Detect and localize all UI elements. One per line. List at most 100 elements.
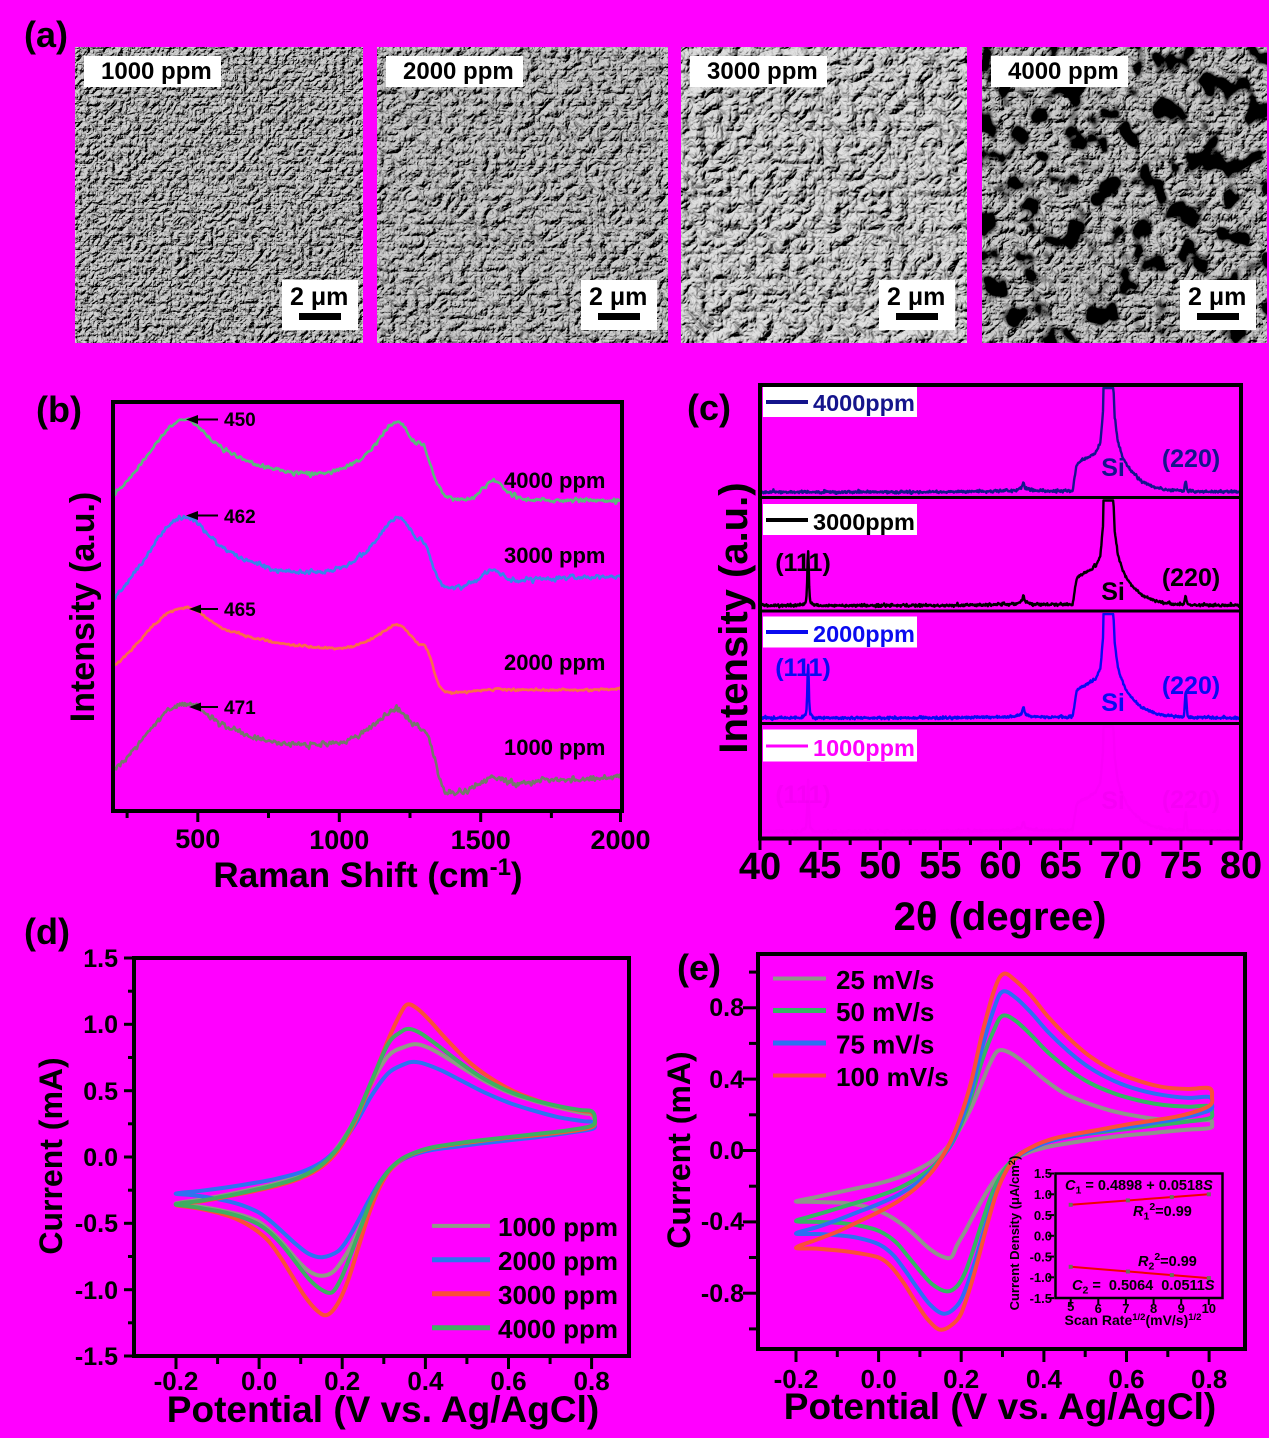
svg-text:1000 ppm: 1000 ppm xyxy=(504,735,606,760)
svg-text:1.0: 1.0 xyxy=(1034,1187,1052,1202)
svg-text:8: 8 xyxy=(1150,1301,1157,1316)
svg-text:0.8: 0.8 xyxy=(574,1366,610,1396)
svg-text:6: 6 xyxy=(1095,1301,1102,1316)
svg-text:40: 40 xyxy=(739,846,781,888)
svg-text:4000 ppm: 4000 ppm xyxy=(504,468,606,493)
svg-text:4000 ppm: 4000 ppm xyxy=(498,1314,618,1344)
svg-text:60: 60 xyxy=(979,845,1021,887)
svg-text:0.4: 0.4 xyxy=(407,1366,444,1396)
svg-text:Current (mA): Current (mA) xyxy=(661,1051,697,1248)
svg-text:2000 ppm: 2000 ppm xyxy=(498,1246,618,1276)
svg-text:0.4: 0.4 xyxy=(1026,1364,1063,1394)
svg-text:(220): (220) xyxy=(1162,786,1220,814)
svg-text:10: 10 xyxy=(1202,1301,1216,1316)
svg-text:0.5: 0.5 xyxy=(83,1078,118,1106)
svg-text:1.5: 1.5 xyxy=(83,945,118,973)
svg-text:25 mV/s: 25 mV/s xyxy=(836,965,934,995)
svg-text:80: 80 xyxy=(1220,845,1262,887)
svg-text:1000: 1000 xyxy=(309,825,369,855)
svg-text:2θ (degree): 2θ (degree) xyxy=(894,895,1107,939)
svg-text:2000 ppm: 2000 ppm xyxy=(504,650,606,675)
svg-text:0.0: 0.0 xyxy=(861,1364,897,1394)
svg-text:Raman Shift (cm-1): Raman Shift (cm-1) xyxy=(213,854,522,895)
svg-text:2000: 2000 xyxy=(590,825,650,855)
svg-text:1500: 1500 xyxy=(451,825,511,855)
svg-text:1000 ppm: 1000 ppm xyxy=(498,1212,618,1242)
svg-text:2 μm: 2 μm xyxy=(887,283,945,311)
svg-text:-1.5: -1.5 xyxy=(75,1343,118,1371)
svg-text:(d): (d) xyxy=(24,911,70,952)
svg-text:0.2: 0.2 xyxy=(324,1366,360,1396)
svg-text:(220): (220) xyxy=(1162,564,1220,592)
svg-text:0.8: 0.8 xyxy=(709,994,744,1022)
svg-text:2 μm: 2 μm xyxy=(1188,283,1246,311)
svg-text:-0.2: -0.2 xyxy=(774,1364,819,1394)
svg-text:55: 55 xyxy=(919,845,961,887)
svg-text:(111): (111) xyxy=(775,549,831,577)
svg-text:(a): (a) xyxy=(24,14,68,55)
svg-text:50: 50 xyxy=(859,845,901,887)
svg-text:-0.4: -0.4 xyxy=(701,1208,744,1236)
svg-text:1.0: 1.0 xyxy=(83,1011,118,1039)
svg-text:0.5: 0.5 xyxy=(1034,1208,1052,1223)
svg-text:-1.0: -1.0 xyxy=(75,1277,118,1305)
svg-text:R12=0.99: R12=0.99 xyxy=(1133,1201,1192,1223)
svg-text:(111): (111) xyxy=(775,781,831,809)
svg-text:Si: Si xyxy=(1101,787,1125,815)
svg-text:7: 7 xyxy=(1122,1301,1129,1316)
svg-text:2 μm: 2 μm xyxy=(290,283,348,311)
svg-text:(c): (c) xyxy=(687,387,731,428)
svg-text:0.0: 0.0 xyxy=(241,1366,277,1396)
svg-text:Si: Si xyxy=(1101,578,1125,606)
svg-text:(e): (e) xyxy=(677,947,721,988)
svg-text:0.2: 0.2 xyxy=(943,1364,979,1394)
svg-text:Si: Si xyxy=(1101,689,1125,717)
svg-text:100 mV/s: 100 mV/s xyxy=(836,1062,949,1092)
svg-text:471: 471 xyxy=(224,698,256,719)
svg-text:450: 450 xyxy=(224,410,256,431)
svg-text:C2 = 0.5064 0.0511S: C2 = 0.5064 0.0511S xyxy=(1072,1278,1215,1297)
svg-text:4000 ppm: 4000 ppm xyxy=(1008,58,1119,85)
svg-text:1.5: 1.5 xyxy=(1034,1166,1052,1181)
svg-text:3000 ppm: 3000 ppm xyxy=(504,543,606,568)
svg-text:3000 ppm: 3000 ppm xyxy=(498,1280,618,1310)
svg-text:0.0: 0.0 xyxy=(709,1137,744,1165)
svg-text:(b): (b) xyxy=(36,389,82,430)
svg-text:0.4: 0.4 xyxy=(709,1066,744,1094)
svg-text:50 mV/s: 50 mV/s xyxy=(836,997,934,1027)
svg-text:70: 70 xyxy=(1100,845,1142,887)
svg-text:Si: Si xyxy=(1101,454,1125,482)
svg-text:(220): (220) xyxy=(1162,672,1220,700)
svg-text:(220): (220) xyxy=(1162,445,1220,473)
svg-text:Intensity (a.u.): Intensity (a.u.) xyxy=(712,482,756,753)
svg-text:3000ppm: 3000ppm xyxy=(813,509,915,535)
svg-text:(111): (111) xyxy=(775,654,831,682)
svg-text:-0.2: -0.2 xyxy=(154,1366,199,1396)
svg-text:0.6: 0.6 xyxy=(1108,1364,1144,1394)
svg-text:2000 ppm: 2000 ppm xyxy=(403,58,514,85)
svg-text:45: 45 xyxy=(799,845,841,887)
svg-text:0.6: 0.6 xyxy=(490,1366,526,1396)
svg-text:500: 500 xyxy=(175,824,220,854)
svg-text:-0.8: -0.8 xyxy=(701,1280,744,1308)
svg-text:C1 = 0.4898 + 0.0518S: C1 = 0.4898 + 0.0518S xyxy=(1065,1178,1213,1197)
svg-text:0.8: 0.8 xyxy=(1191,1364,1227,1394)
svg-text:Current Density (μA/cm2): Current Density (μA/cm2) xyxy=(1007,1156,1022,1311)
svg-text:Potential (V vs. Ag/AgCl): Potential (V vs. Ag/AgCl) xyxy=(167,1389,599,1430)
svg-text:-1.5: -1.5 xyxy=(1030,1291,1052,1306)
svg-text:465: 465 xyxy=(224,600,256,621)
svg-text:2000ppm: 2000ppm xyxy=(813,621,915,647)
svg-text:75: 75 xyxy=(1160,845,1202,887)
svg-text:462: 462 xyxy=(224,507,256,528)
svg-text:75 mV/s: 75 mV/s xyxy=(836,1030,934,1060)
svg-text:1000ppm: 1000ppm xyxy=(813,735,915,761)
svg-text:3000 ppm: 3000 ppm xyxy=(707,58,818,85)
svg-text:5: 5 xyxy=(1067,1299,1074,1314)
svg-text:-0.5: -0.5 xyxy=(1030,1249,1052,1264)
svg-text:9: 9 xyxy=(1178,1301,1185,1316)
svg-text:Intensity (a.u.): Intensity (a.u.) xyxy=(64,492,102,722)
svg-text:Current (mA): Current (mA) xyxy=(33,1057,69,1254)
svg-text:-0.5: -0.5 xyxy=(75,1210,118,1238)
svg-text:Scan Rate1/2(mV/s)1/2: Scan Rate1/2(mV/s)1/2 xyxy=(1065,1312,1202,1328)
svg-text:-1.0: -1.0 xyxy=(1030,1270,1052,1285)
